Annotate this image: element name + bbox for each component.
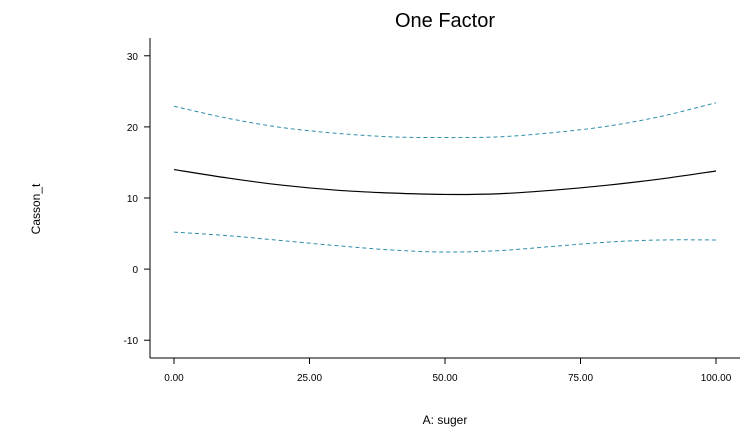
lower-interval-line (173, 231, 717, 253)
axes (149, 38, 740, 359)
x-tick-label: 0.00 (164, 373, 184, 384)
y-tick-label: 30 (127, 52, 139, 63)
series-lines (173, 102, 717, 253)
x-tick-label: 25.00 (297, 373, 322, 384)
x-tick-label: 100.00 (701, 373, 732, 384)
ticks: -10 0 10 20 30 0.00 25.00 50.00 75.00 100.00 (124, 52, 732, 384)
x-tick-label: 50.00 (432, 373, 457, 384)
x-axis-label: A: suger (423, 413, 468, 427)
x-tick-label: 75.00 (568, 373, 593, 384)
y-tick-label: -10 (124, 336, 139, 347)
chart-title: One Factor (395, 10, 495, 32)
upper-interval-line (173, 102, 717, 139)
y-axis-label: Casson_t (29, 183, 43, 234)
y-tick-label: 10 (127, 194, 139, 205)
y-tick-label: 20 (127, 123, 139, 134)
y-tick-label: 0 (132, 265, 138, 276)
prediction-line (173, 168, 717, 196)
